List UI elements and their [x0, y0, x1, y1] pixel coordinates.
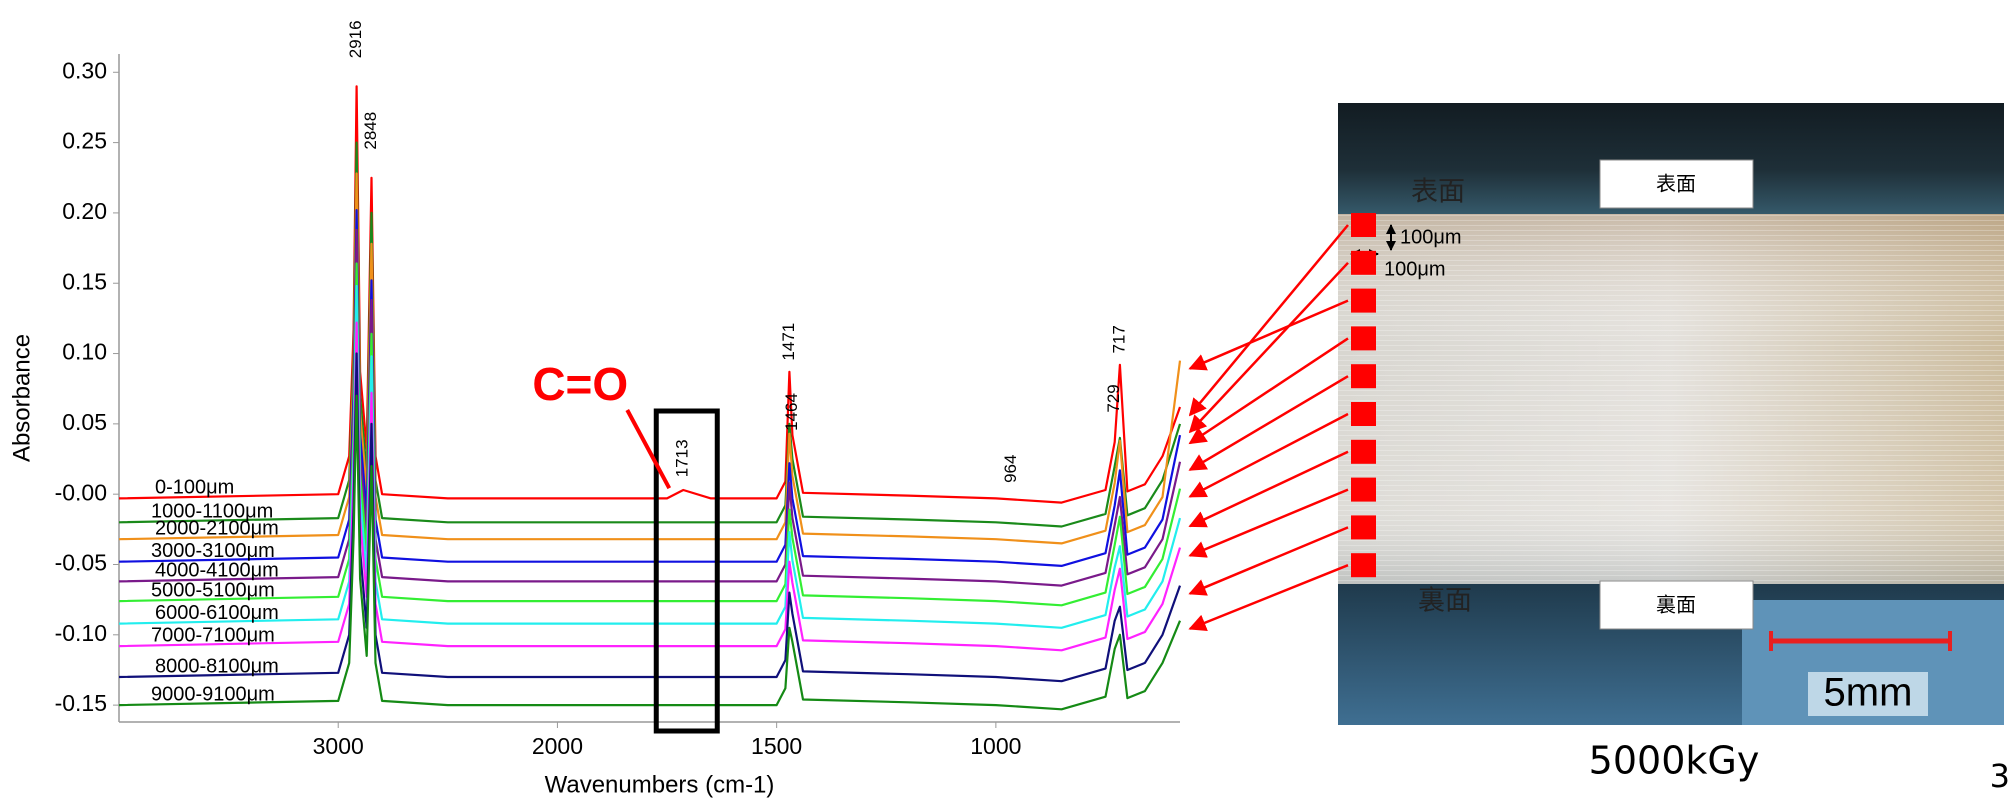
y-axis-label: Absorbance — [8, 334, 35, 462]
sampling-arrow — [1188, 450, 1349, 528]
y-tick-label: 0.15 — [62, 268, 107, 294]
y-tick-label: 0.30 — [62, 57, 107, 83]
x-tick-label: 1000 — [970, 733, 1021, 759]
callout-pointer — [625, 409, 672, 490]
series-label: 0-100μm — [155, 477, 234, 499]
y-tick-label: -0.10 — [55, 620, 107, 646]
bottom-box-label: 裏面 — [1656, 593, 1696, 617]
y-tick-label: 0.20 — [62, 198, 107, 224]
sampling-square — [1351, 402, 1376, 426]
sampling-arrow — [1188, 375, 1349, 471]
sampling-square — [1351, 477, 1376, 502]
series-label: 7000-7100μm — [151, 624, 275, 646]
series-label: 4000-4100μm — [155, 560, 279, 582]
sampling-arrow — [1188, 337, 1349, 445]
spectrum-line — [118, 394, 1182, 711]
photo-sample-texture — [1338, 214, 2004, 584]
y-tick-label: 0.05 — [62, 409, 107, 435]
sampling-arrow — [1188, 299, 1349, 371]
size-horizontal-label: 100μm — [1384, 258, 1446, 280]
series-label: 3000-3100μm — [151, 540, 275, 562]
bottom-side-label: 裏面 — [1418, 586, 1472, 617]
spectrum-line — [118, 172, 1182, 545]
sampling-square — [1351, 250, 1376, 275]
peak-label: 717 — [1109, 325, 1128, 353]
scale-bar-label: 5mm — [1824, 671, 1913, 715]
spectrum-line — [118, 85, 1182, 504]
sampling-square — [1351, 515, 1376, 540]
series-label: 6000-6100μm — [155, 602, 279, 624]
series-label: 2000-2100μm — [155, 517, 279, 539]
size-vertical-label: 100μm — [1400, 226, 1462, 248]
sampling-square — [1351, 364, 1376, 389]
y-tick-label: 0.25 — [62, 128, 107, 154]
peak-label: 2916 — [346, 20, 365, 58]
series-label: 5000-5100μm — [151, 579, 275, 601]
peak-label: 1713 — [673, 439, 692, 477]
x-axis-label: Wavenumbers (cm-1) — [545, 771, 775, 798]
y-tick-label: -0.00 — [55, 479, 107, 505]
sampling-arrow — [1188, 564, 1349, 631]
peak-label: 1471 — [779, 323, 798, 361]
y-tick-label: -0.15 — [55, 690, 107, 716]
sampling-arrow — [1188, 224, 1349, 417]
spectrum-line — [118, 262, 1182, 607]
series-label: 8000-8100μm — [155, 655, 279, 677]
sampling-arrow — [1188, 488, 1349, 558]
peak-label: 729 — [1104, 384, 1123, 412]
sampling-square — [1351, 288, 1376, 313]
y-tick-label: 0.10 — [62, 339, 107, 365]
sampling-square — [1351, 553, 1376, 578]
cross-section-photo: 表面 裏面 表面 裏面 100μm 100μm 5mm — [1188, 103, 2004, 725]
series-label: 9000-9100μm — [151, 683, 275, 705]
page-number: 3 — [1990, 757, 2010, 795]
scale-label-bg — [1808, 672, 1928, 716]
sampling-arrow — [1188, 412, 1349, 498]
label-box — [1599, 159, 1754, 209]
x-tick-label: 3000 — [313, 733, 364, 759]
sampling-square — [1351, 213, 1376, 237]
series-label: 1000-1100μm — [151, 501, 273, 523]
sampling-arrow — [1188, 261, 1349, 434]
sampling-square — [1351, 439, 1376, 464]
spectrum-line — [118, 209, 1182, 567]
sampling-arrow — [1188, 526, 1349, 596]
peak-label: 2848 — [361, 112, 380, 150]
ir-chart: 0.30 0.25 0.20 0.15 0.10 0.05 -0.00 -0.05 -0.10 -… — [8, 20, 1182, 798]
caption: 5000kGy — [1589, 739, 1760, 783]
y-tick-label: -0.05 — [55, 550, 107, 576]
x-tick-label: 2000 — [532, 733, 583, 759]
top-side-label: 表面 — [1411, 177, 1465, 208]
x-tick-label: 1500 — [751, 733, 802, 759]
sampling-square — [1351, 326, 1376, 351]
top-box-label: 表面 — [1656, 172, 1696, 196]
highlight-box — [653, 408, 720, 734]
label-box — [1599, 580, 1754, 630]
peak-label: 964 — [1001, 455, 1020, 483]
peak-label: 1464 — [782, 393, 801, 431]
callout-text: C=O — [532, 358, 628, 410]
spectrum-line — [118, 141, 1182, 528]
